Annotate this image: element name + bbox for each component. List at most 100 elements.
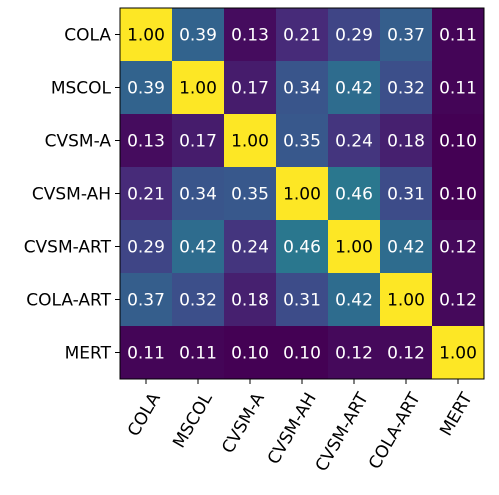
heatmap-cell	[432, 167, 485, 221]
cell-value-label: 1.00	[231, 132, 269, 152]
heatmap-cell	[172, 220, 225, 274]
cell-value-label: 0.11	[127, 344, 165, 364]
cell-value-label: 0.21	[127, 185, 165, 205]
heatmap-cell	[120, 8, 173, 62]
heatmap-cell	[120, 61, 173, 115]
heatmap-cell	[172, 326, 225, 380]
heatmap-cell	[172, 114, 225, 168]
cell-value-label: 0.24	[335, 132, 373, 152]
cell-value-label: 0.35	[231, 185, 269, 205]
heatmap-cell	[328, 167, 381, 221]
heatmap-cell	[120, 114, 173, 168]
cell-value-label: 1.00	[335, 238, 373, 258]
cell-value-label: 0.46	[335, 185, 373, 205]
heatmap-cell	[276, 61, 329, 115]
cell-value-label: 0.31	[283, 291, 321, 311]
y-tick-label: COLA-ART	[26, 291, 111, 311]
heatmap-cell	[276, 167, 329, 221]
cell-value-label: 1.00	[439, 344, 477, 364]
cell-value-label: 0.42	[387, 238, 425, 258]
heatmap-cell-labels: 1.00 0.39 0.13 0.21 0.29 0.37 0.11 0.39 1.00 0.17…	[127, 26, 477, 364]
cell-value-label: 0.10	[439, 132, 477, 152]
cell-value-label: 0.12	[387, 344, 425, 364]
cell-value-label: 1.00	[387, 291, 425, 311]
cell-value-label: 0.12	[439, 238, 477, 258]
cell-value-label: 0.29	[127, 238, 165, 258]
y-axis: COLA MSCOL CVSM-A CVSM-AH CVSM-ART COLA-ART ME…	[24, 26, 120, 364]
heatmap-cell	[172, 273, 225, 327]
heatmap-cell	[276, 273, 329, 327]
heatmap-cell	[224, 114, 277, 168]
heatmap-cell	[224, 167, 277, 221]
heatmap-cell	[120, 220, 173, 274]
heatmap-cell	[276, 220, 329, 274]
cell-value-label: 1.00	[127, 26, 165, 46]
cell-value-label: 0.37	[127, 291, 165, 311]
heatmap-cell	[380, 167, 433, 221]
heatmap-cell	[328, 220, 381, 274]
heatmap-cell	[432, 273, 485, 327]
cell-value-label: 0.11	[439, 26, 477, 46]
y-tick-label: CVSM-ART	[24, 238, 112, 258]
heatmap-cell	[380, 273, 433, 327]
heatmap-cell	[172, 61, 225, 115]
heatmap-cell	[224, 273, 277, 327]
cell-value-label: 0.13	[231, 26, 269, 46]
heatmap-cell	[328, 273, 381, 327]
cell-value-label: 0.39	[127, 79, 165, 99]
heatmap-cell	[172, 8, 225, 62]
x-tick-label: MERT	[436, 389, 477, 440]
heatmap-cell	[380, 61, 433, 115]
heatmap-cells	[120, 8, 485, 380]
cell-value-label: 0.34	[179, 185, 217, 205]
cell-value-label: 1.00	[283, 185, 321, 205]
heatmap-cell	[276, 114, 329, 168]
heatmap-cell	[432, 326, 485, 380]
x-tick-label: CVSM-AH	[264, 390, 321, 469]
heatmap-cell	[120, 273, 173, 327]
cell-value-label: 0.18	[231, 291, 269, 311]
heatmap-cell	[328, 326, 381, 380]
cell-value-label: 0.42	[179, 238, 217, 258]
cell-value-label: 0.10	[283, 344, 321, 364]
y-tick-label: MERT	[65, 344, 112, 364]
heatmap-cell	[432, 61, 485, 115]
x-tick-label: COLA-ART	[365, 389, 425, 473]
y-tick-label: CVSM-AH	[32, 185, 111, 205]
heatmap-cell	[120, 326, 173, 380]
heatmap-cell	[172, 167, 225, 221]
cell-value-label: 0.37	[387, 26, 425, 46]
heatmap-cell	[276, 326, 329, 380]
cell-value-label: 0.24	[231, 238, 269, 258]
cell-value-label: 0.11	[179, 344, 217, 364]
cell-value-label: 0.39	[179, 26, 217, 46]
heatmap-cell	[380, 220, 433, 274]
heatmap-cell	[380, 114, 433, 168]
heatmap-cell	[432, 8, 485, 62]
cell-value-label: 0.32	[179, 291, 217, 311]
cell-value-label: 0.46	[283, 238, 321, 258]
cell-value-label: 0.42	[335, 291, 373, 311]
heatmap-cell	[224, 326, 277, 380]
y-tick-label: MSCOL	[51, 79, 112, 99]
heatmap-cell	[120, 167, 173, 221]
cell-value-label: 0.31	[387, 185, 425, 205]
y-tick-label: COLA	[64, 26, 111, 46]
heatmap-cell	[276, 8, 329, 62]
cell-value-label: 0.12	[335, 344, 373, 364]
heatmap-cell	[380, 8, 433, 62]
cell-value-label: 0.35	[283, 132, 321, 152]
cell-value-label: 0.34	[283, 79, 321, 99]
cell-value-label: 0.32	[387, 79, 425, 99]
cell-value-label: 0.11	[439, 79, 477, 99]
cell-value-label: 0.42	[335, 79, 373, 99]
heatmap-cell	[328, 61, 381, 115]
heatmap-cell	[432, 220, 485, 274]
heatmap-cell	[328, 8, 381, 62]
cell-value-label: 0.13	[127, 132, 165, 152]
x-tick-label: CVSM-ART	[312, 389, 373, 475]
y-tick-label: CVSM-A	[45, 132, 112, 152]
heatmap-cell	[224, 61, 277, 115]
